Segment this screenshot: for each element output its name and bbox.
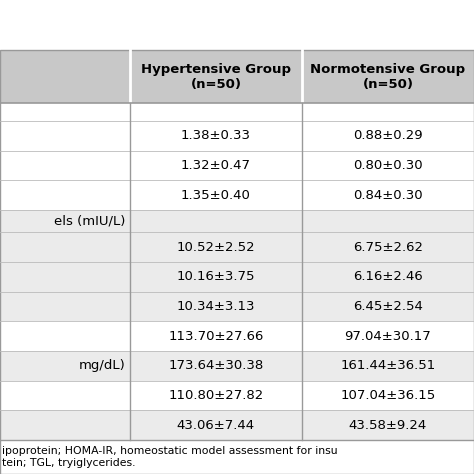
- Text: 0.80±0.30: 0.80±0.30: [353, 159, 423, 172]
- Text: els (mIU/L): els (mIU/L): [54, 215, 125, 228]
- Text: 6.45±2.54: 6.45±2.54: [353, 300, 423, 313]
- Bar: [0, 151, 474, 181]
- Text: mg/dL): mg/dL): [78, 359, 125, 372]
- Bar: [0, 50, 474, 103]
- Bar: [0, 321, 474, 351]
- Text: 161.44±36.51: 161.44±36.51: [340, 359, 436, 372]
- Text: 6.16±2.46: 6.16±2.46: [353, 270, 423, 283]
- Bar: [0, 381, 474, 410]
- Bar: [0, 210, 474, 232]
- Text: 113.70±27.66: 113.70±27.66: [168, 329, 264, 343]
- Bar: [0, 351, 474, 381]
- Bar: [0, 262, 474, 292]
- Text: Normotensive Group
(n=50): Normotensive Group (n=50): [310, 63, 465, 91]
- Bar: [0, 410, 474, 440]
- Bar: [0, 232, 474, 262]
- Text: 10.16±3.75: 10.16±3.75: [177, 270, 255, 283]
- Text: 110.80±27.82: 110.80±27.82: [168, 389, 264, 402]
- Text: 0.84±0.30: 0.84±0.30: [353, 189, 423, 202]
- Bar: [0, 181, 474, 210]
- Text: 1.35±0.40: 1.35±0.40: [181, 189, 251, 202]
- Text: ipoprotein; HOMA-IR, homeostatic model assessment for insu
tein; TGL, tryiglycer: ipoprotein; HOMA-IR, homeostatic model a…: [2, 446, 338, 468]
- Text: 1.38±0.33: 1.38±0.33: [181, 129, 251, 143]
- Bar: [0, 440, 474, 474]
- Text: 1.32±0.47: 1.32±0.47: [181, 159, 251, 172]
- Text: 6.75±2.62: 6.75±2.62: [353, 241, 423, 254]
- Bar: [0, 292, 474, 321]
- Text: 10.34±3.13: 10.34±3.13: [177, 300, 255, 313]
- Text: 10.52±2.52: 10.52±2.52: [177, 241, 255, 254]
- Text: 43.58±9.24: 43.58±9.24: [349, 419, 427, 431]
- Bar: [0, 103, 474, 121]
- Text: 43.06±7.44: 43.06±7.44: [177, 419, 255, 431]
- Text: Hypertensive Group
(n=50): Hypertensive Group (n=50): [141, 63, 291, 91]
- Bar: [0, 50, 474, 474]
- Text: 0.88±0.29: 0.88±0.29: [353, 129, 423, 143]
- Text: 107.04±36.15: 107.04±36.15: [340, 389, 436, 402]
- Bar: [0, 121, 474, 151]
- Text: 173.64±30.38: 173.64±30.38: [168, 359, 264, 372]
- Text: 97.04±30.17: 97.04±30.17: [345, 329, 431, 343]
